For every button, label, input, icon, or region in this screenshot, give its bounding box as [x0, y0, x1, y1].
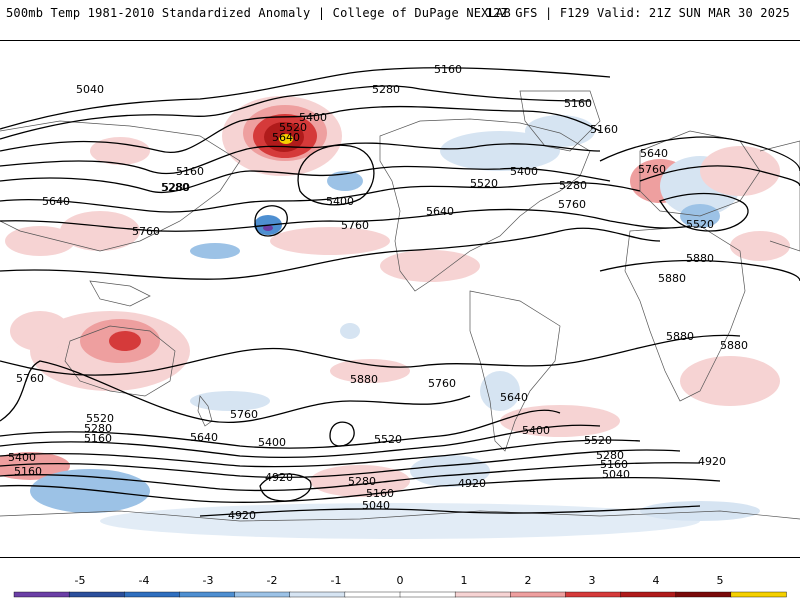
contour-label: 5640	[272, 131, 300, 144]
contour-label: 5520	[86, 412, 114, 425]
contour-label: 5640	[42, 195, 70, 208]
colorbar-tick-label: -5	[75, 574, 86, 587]
contour-label: 5160	[564, 97, 592, 110]
contour-label: 5160	[600, 458, 628, 471]
contour-label: 5160	[176, 165, 204, 178]
contour-label: 5040	[76, 83, 104, 96]
contour-label: 5760	[230, 408, 258, 421]
contour-labels: 5160 5040 5280 5160 5400 5520 5640 5160 …	[8, 63, 748, 522]
contour-label: 4920	[228, 509, 256, 522]
contour-label: 5880	[666, 330, 694, 343]
contour-label: 5280	[372, 83, 400, 96]
contour-label: 5400	[510, 165, 538, 178]
contour-label: 5280	[162, 181, 190, 194]
colorbar-tick-label: 2	[525, 574, 532, 587]
colorbar-segment	[179, 591, 236, 598]
contour-label: 5880	[658, 272, 686, 285]
contour-label: 5880	[720, 339, 748, 352]
anomaly-map: 5160 5040 5280 5160 5400 5520 5640 5160 …	[0, 40, 800, 558]
contour-label: 5520	[279, 121, 307, 134]
contour-label: 5160	[14, 465, 42, 478]
contour-label: 5520	[470, 177, 498, 190]
contour-label: 5400	[258, 436, 286, 449]
colorbar-segment	[454, 591, 511, 598]
colorbar-tick-label: 4	[653, 574, 660, 587]
contour-label: 5280	[84, 422, 112, 435]
map-canvas: 5160 5040 5280 5160 5400 5520 5640 5160 …	[0, 63, 800, 539]
colorbar-segment	[344, 591, 401, 598]
contour-label: 5040	[362, 499, 390, 512]
contour-label: 4920	[458, 477, 486, 490]
colorbar-tick-label: -1	[331, 574, 342, 587]
anomaly-shading	[0, 96, 790, 539]
contour-label: 5760	[16, 372, 44, 385]
contour-label: 5520	[686, 218, 714, 231]
contour-label: 5880	[686, 252, 714, 265]
contour-label: 5760	[638, 163, 666, 176]
colorbar-tick-label: 0	[397, 574, 404, 587]
contour-label: 5640	[640, 147, 668, 160]
contour-label: 5400	[8, 451, 36, 464]
contour-label: 5280	[559, 179, 587, 192]
colorbar-canvas: -5 -4 -3 -2 -1 0 1 2 3 4 5	[13, 574, 787, 598]
colorbar-segment	[124, 591, 181, 598]
contour-label: 5400	[299, 111, 327, 124]
colorbar-tick-label: 1	[461, 574, 468, 587]
contour-label: 5640	[500, 391, 528, 404]
contour-label: 5160	[366, 487, 394, 500]
contour-label: 5160	[84, 432, 112, 445]
height-contours	[0, 67, 800, 517]
model-run-info: 12Z GFS | F129 Valid: 21Z SUN MAR 30 202…	[485, 6, 790, 20]
colorbar-segment	[289, 591, 346, 598]
contour-label: 5760	[132, 225, 160, 238]
colorbar-segment	[730, 591, 787, 598]
contour-label: 5040	[602, 468, 630, 481]
contour-label: 5760	[558, 198, 586, 211]
colorbar-segment	[399, 591, 456, 598]
map-header: 500mb Temp 1981-2010 Standardized Anomal…	[0, 0, 800, 40]
contour-label: 5760	[428, 377, 456, 390]
colorbar-tick-label: -4	[139, 574, 150, 587]
contour-label: 5160	[590, 123, 618, 136]
anomaly-colorbar: -5 -4 -3 -2 -1 0 1 2 3 4 5	[0, 570, 800, 600]
contour-label: 5160	[434, 63, 462, 76]
colorbar-segment	[565, 591, 622, 598]
contour-label: 5400	[522, 424, 550, 437]
contour-label: 4920	[698, 455, 726, 468]
colorbar-segment	[234, 591, 291, 598]
colorbar-segment	[620, 591, 677, 598]
contour-label: 5280	[348, 475, 376, 488]
contour-label: 5760	[341, 219, 369, 232]
contour-label: 5640	[190, 431, 218, 444]
colorbar-tick-label: 5	[717, 574, 724, 587]
contour-label: 5520	[584, 434, 612, 447]
contour-label: 5880	[350, 373, 378, 386]
colorbar-tick-label: -3	[203, 574, 214, 587]
contour-label: 5400	[326, 195, 354, 208]
contour-label: 4920	[265, 471, 293, 484]
product-title: 500mb Temp 1981-2010 Standardized Anomal…	[6, 6, 511, 20]
colorbar-segment	[68, 591, 125, 598]
contour-label: 5520	[374, 433, 402, 446]
contour-label: 5280	[161, 181, 189, 194]
colorbar-segment	[510, 591, 567, 598]
colorbar-segment	[675, 591, 732, 598]
colorbar-tick-label: -2	[267, 574, 278, 587]
colorbar-segment	[13, 591, 70, 598]
contour-label: 5640	[426, 205, 454, 218]
colorbar-tick-label: 3	[589, 574, 596, 587]
contour-label: 5280	[596, 449, 624, 462]
